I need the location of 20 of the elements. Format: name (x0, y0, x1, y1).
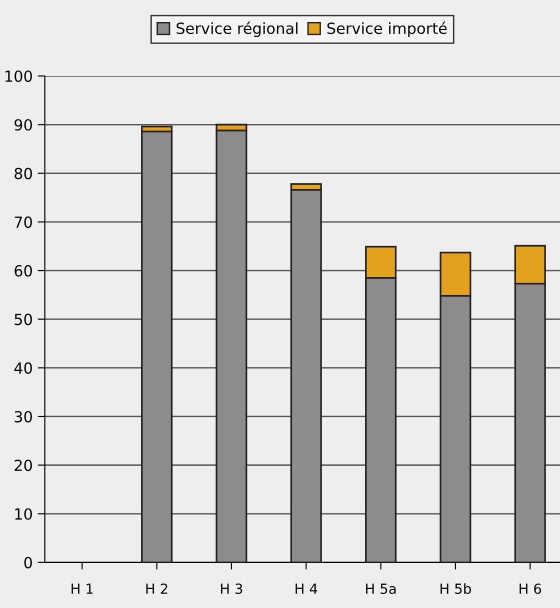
y-tick-label: 0 (24, 556, 32, 568)
x-tick-label: H 1 (72, 584, 93, 594)
x-tick-label: H 5b (440, 583, 471, 594)
y-tick-label: 70 (14, 216, 32, 228)
x-tick-label: H 3 (220, 583, 242, 594)
x-tick-label: H 5a (366, 584, 396, 594)
y-tick-label: 80 (14, 168, 32, 180)
y-tick-label: 100 (6, 70, 32, 82)
y-tick-label: 30 (14, 410, 32, 422)
y-tick-label: 60 (14, 265, 32, 277)
x-tick-label: H 2 (146, 583, 168, 594)
y-tick-label: 50 (14, 314, 32, 326)
y-tick-label: 20 (14, 460, 32, 472)
x-tick-label: H 4 (296, 584, 318, 594)
y-tick-label: 10 (15, 508, 32, 520)
x-tick-label: H 6 (520, 583, 542, 594)
legend-label: Service importé (327, 22, 447, 38)
y-tick-label: 40 (14, 362, 32, 374)
y-tick-label: 90 (14, 119, 32, 131)
legend-label: Service régional (176, 22, 298, 38)
